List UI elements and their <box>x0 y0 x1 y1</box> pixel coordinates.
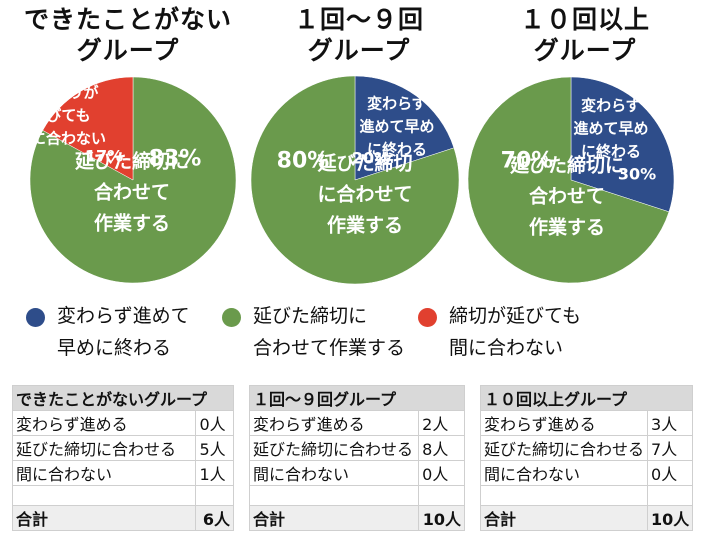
total-label: 合計 <box>248 505 420 531</box>
row-value: 5人 <box>195 435 234 461</box>
chart-title: １回〜９回 グループ <box>293 5 424 65</box>
pie-slice <box>250 75 460 285</box>
row-value: 7人 <box>647 435 694 461</box>
total-value: 10人 <box>647 505 694 531</box>
row-label: 延びた締切に合わせる <box>248 435 420 461</box>
pie-slice <box>467 76 670 284</box>
slice-percent: 80% <box>277 149 330 174</box>
total-label: 合計 <box>479 505 649 531</box>
row-value: 1人 <box>195 460 234 486</box>
table-title: １回〜９回グループ <box>249 385 465 411</box>
row-value: 0人 <box>195 410 234 436</box>
slice-label: 延びた締切に合わせて作業する <box>316 152 412 237</box>
total-value: 6人 <box>195 505 234 531</box>
row-value: 0人 <box>647 460 694 486</box>
slice-label: 締め切りが延びても間に合わない <box>16 83 106 147</box>
slice-percent: 17% <box>85 147 123 166</box>
row-label: 延びた締切に合わせる <box>11 435 197 461</box>
table-row: 変わらず進める 3人 <box>479 410 694 436</box>
data-table-never: できたことがないグループ 変わらず進める 0人 延びた締切に合わせる 5人 間に合わ… <box>11 385 234 531</box>
slice-percent: 70% <box>501 149 554 174</box>
table-row: 延びた締切に合わせる 7人 <box>479 435 694 461</box>
table-total-row: 合計 10人 <box>248 505 465 531</box>
legend-swatch-blue <box>26 308 45 327</box>
row-label: 間に合わない <box>479 460 649 486</box>
legend-label: 締切が延びても 間に合わない <box>449 305 582 359</box>
legend-item: 変わらず進めて 早めに終わる <box>26 304 190 364</box>
slice-percent: 83% <box>149 147 202 172</box>
table-row: 間に合わない 0人 <box>248 460 465 486</box>
table-title: １０回以上グループ <box>479 385 694 411</box>
row-value: 8人 <box>418 435 465 461</box>
pie-charts-area: できたことがない グループ １回〜９回 グループ １０回以上 グループ 延びた締… <box>16 5 675 285</box>
table-row: 延びた締切に合わせる 8人 <box>248 435 465 461</box>
slice-label: 延びた締切に合わせて作業する <box>74 150 189 235</box>
row-label: 延びた締切に合わせる <box>479 435 649 461</box>
slice-percent: 30% <box>618 165 656 184</box>
table-row: 延びた締切に合わせる 5人 <box>11 435 234 461</box>
slice-label: 変わらず進めて早めに終わる <box>359 94 434 158</box>
legend-swatch-green <box>222 308 241 327</box>
slice-label: 延びた締切に合わせて作業する <box>509 154 624 239</box>
slice-percent: 20% <box>352 149 390 168</box>
legend-swatch-red <box>418 308 437 327</box>
table-total-row: 合計 6人 <box>11 505 234 531</box>
row-value: 3人 <box>647 410 694 436</box>
chart-title: できたことがない グループ <box>23 5 232 65</box>
table-row: 間に合わない 1人 <box>11 460 234 486</box>
row-label: 変わらず進める <box>11 410 197 436</box>
total-value: 10人 <box>418 505 465 531</box>
slice-label: 変わらず進めて早めに終わる <box>573 96 648 160</box>
total-label: 合計 <box>11 505 197 531</box>
table-total-row: 合計 10人 <box>479 505 694 531</box>
row-label: 間に合わない <box>11 460 197 486</box>
table-row: 変わらず進める 0人 <box>11 410 234 436</box>
row-value: 0人 <box>418 460 465 486</box>
pie-slice <box>29 76 237 284</box>
pie-charts-svg: 延びた締切に合わせて作業する83%締め切りが延びても間に合わない17%変わらず進… <box>16 75 675 285</box>
row-label: 間に合わない <box>248 460 420 486</box>
table-title: できたことがないグループ <box>12 385 234 411</box>
data-table-1to9: １回〜９回グループ 変わらず進める 2人 延びた締切に合わせる 8人 間に合わない 0… <box>248 385 465 531</box>
table-row: 間に合わない 0人 <box>479 460 694 486</box>
legend-item: 締切が延びても 間に合わない <box>418 304 581 364</box>
data-table-10plus: １０回以上グループ 変わらず進める 3人 延びた締切に合わせる 7人 間に合わない 0… <box>479 385 694 531</box>
legend-label: 変わらず進めて 早めに終わる <box>57 305 190 359</box>
row-value: 2人 <box>418 410 465 436</box>
pie-slice <box>570 76 675 213</box>
legend-label: 延びた締切に 合わせて作業する <box>253 305 406 359</box>
table-row: 変わらず進める 2人 <box>248 410 465 436</box>
pie-slice <box>42 76 134 181</box>
pie-slice <box>354 75 455 181</box>
row-label: 変わらず進める <box>248 410 420 436</box>
legend: 変わらず進めて 早めに終わる 延びた締切に 合わせて作業する 締切が延びても 間… <box>0 304 708 364</box>
row-label: 変わらず進める <box>479 410 649 436</box>
chart-title: １０回以上 グループ <box>519 5 650 65</box>
legend-item: 延びた締切に 合わせて作業する <box>222 304 405 364</box>
